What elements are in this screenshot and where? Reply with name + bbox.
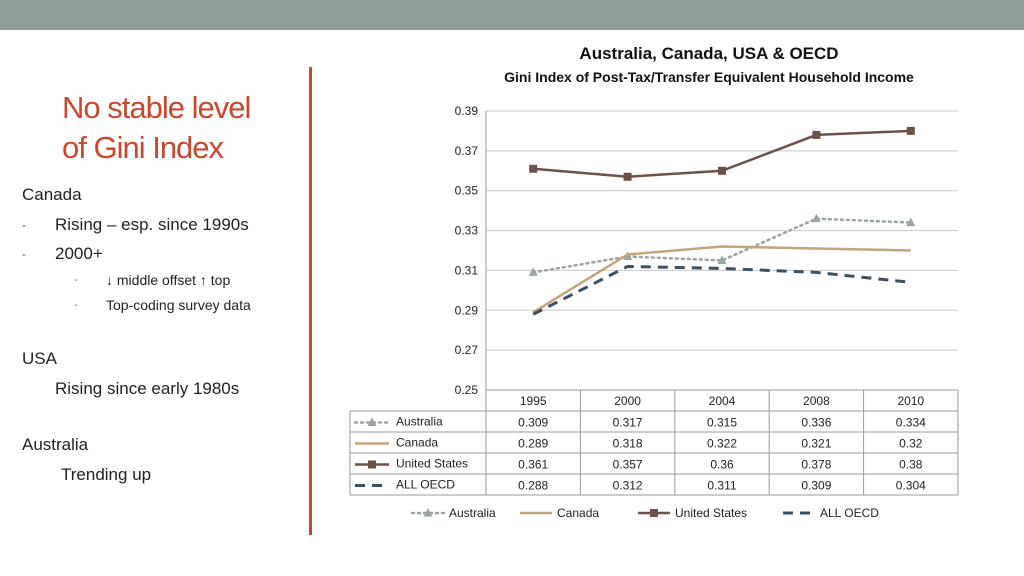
table-cell: 0.317 [613,416,643,430]
legend-key-marker [423,508,433,517]
y-tick-label: 0.39 [455,104,479,118]
y-tick-label: 0.37 [455,144,479,158]
legend-label: Australia [449,506,496,520]
bullet-text: Top-coding survey data [106,297,251,313]
slide-title-line-1: No stable level [62,90,251,125]
table-cell: 0.288 [518,479,548,493]
bullet-australia-trending: Trending up [61,465,152,484]
bullet-dash: - [74,274,78,286]
chart-subtitle: Gini Index of Post-Tax/Transfer Equivale… [504,69,914,85]
data-point [812,130,821,139]
x-tick-label: 2010 [897,394,924,408]
table-row-label: Canada [396,436,438,450]
x-tick-label: 2000 [614,394,641,408]
table-cell: 0.315 [707,416,737,430]
series-line [532,245,911,314]
bullet-dash: - [22,218,26,232]
data-point [906,217,916,227]
table-cell: 0.311 [707,479,736,493]
table-cell: 0.318 [613,437,643,451]
series-line [531,217,913,274]
table-cell: 0.378 [801,458,831,472]
y-tick-label: 0.31 [455,263,479,277]
data-point [623,172,632,181]
y-tick-label: 0.29 [455,303,479,317]
bullet-usa-rising: Rising since early 1980s [55,379,240,398]
table-row-label: Australia [396,415,443,429]
table-legend-key-marker [367,417,377,426]
table-cell: 0.38 [899,458,923,472]
table-row-label: United States [396,457,468,471]
table-cell: 0.32 [899,437,923,451]
vertical-divider [309,67,312,535]
chart-title: Australia, Canada, USA & OECD [579,44,838,63]
table-cell: 0.322 [707,437,737,451]
table-cell: 0.289 [518,437,548,451]
table-cell: 0.334 [896,416,926,430]
table-cell: 0.312 [613,479,643,493]
table-cell: 0.304 [896,479,926,493]
legend-label: United States [675,506,747,520]
bullet-dash: - [22,247,26,261]
legend-key-marker [650,509,658,517]
table-cell: 0.357 [613,458,643,472]
slide-title: No stable level of Gini Index [62,88,302,168]
top-bar [0,0,1024,30]
table-cell: 0.361 [518,458,548,472]
bullet-text: 2000+ [55,244,103,263]
x-tick-label: 2004 [709,394,736,408]
data-point [906,126,915,135]
data-point [811,213,821,223]
bullet-text: ↓ middle offset ↑ top [106,272,231,288]
table-cell: 0.36 [710,458,734,472]
y-tick-label: 0.27 [455,343,479,357]
table-cell: 0.309 [801,479,831,493]
table-cell: 0.309 [518,416,548,430]
bullet-dash: - [74,299,78,311]
data-point [717,255,727,264]
slide-title-line-2: of Gini Index [62,130,224,165]
bullet-canada: Canada [22,185,82,204]
series-line [532,264,911,316]
table-legend-key-marker [368,460,376,469]
legend-label: Canada [557,506,599,520]
y-tick-label: 0.33 [455,224,479,238]
y-tick-label: 0.25 [455,383,479,397]
y-tick-label: 0.35 [455,184,479,198]
table-row-label: ALL OECD [396,478,455,492]
bullet-text: Rising – esp. since 1990s [55,215,249,234]
table-cell: 0.336 [801,416,831,430]
x-tick-label: 2008 [803,394,830,408]
data-point [528,267,538,276]
table-cell: 0.321 [801,437,831,451]
legend-label: ALL OECD [820,506,879,520]
data-point [529,164,538,173]
bullet-usa: USA [22,349,57,368]
x-tick-label: 1995 [520,394,547,408]
bullet-australia: Australia [22,435,89,454]
data-point [718,166,726,175]
